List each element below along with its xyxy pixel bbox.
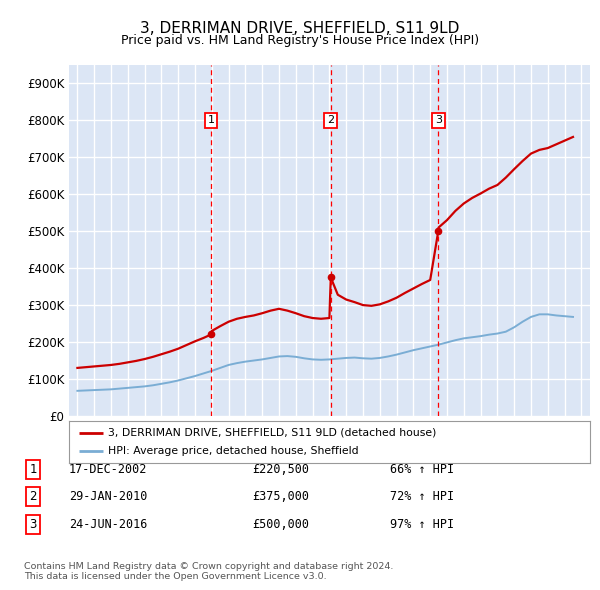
Text: 2: 2 [327, 115, 334, 125]
Text: 3: 3 [435, 115, 442, 125]
Text: 24-JUN-2016: 24-JUN-2016 [69, 518, 148, 531]
Text: HPI: Average price, detached house, Sheffield: HPI: Average price, detached house, Shef… [108, 446, 359, 456]
Text: £375,000: £375,000 [252, 490, 309, 503]
Text: 1: 1 [208, 115, 215, 125]
Text: 2: 2 [29, 490, 37, 503]
Text: 66% ↑ HPI: 66% ↑ HPI [390, 463, 454, 476]
Text: 3: 3 [29, 518, 37, 531]
Text: Price paid vs. HM Land Registry's House Price Index (HPI): Price paid vs. HM Land Registry's House … [121, 34, 479, 47]
Text: 3, DERRIMAN DRIVE, SHEFFIELD, S11 9LD (detached house): 3, DERRIMAN DRIVE, SHEFFIELD, S11 9LD (d… [108, 428, 436, 438]
Text: 72% ↑ HPI: 72% ↑ HPI [390, 490, 454, 503]
Text: 29-JAN-2010: 29-JAN-2010 [69, 490, 148, 503]
Text: Contains HM Land Registry data © Crown copyright and database right 2024.
This d: Contains HM Land Registry data © Crown c… [24, 562, 394, 581]
Text: £220,500: £220,500 [252, 463, 309, 476]
Text: 1: 1 [29, 463, 37, 476]
Text: £500,000: £500,000 [252, 518, 309, 531]
Text: 3, DERRIMAN DRIVE, SHEFFIELD, S11 9LD: 3, DERRIMAN DRIVE, SHEFFIELD, S11 9LD [140, 21, 460, 35]
Text: 97% ↑ HPI: 97% ↑ HPI [390, 518, 454, 531]
Text: 17-DEC-2002: 17-DEC-2002 [69, 463, 148, 476]
